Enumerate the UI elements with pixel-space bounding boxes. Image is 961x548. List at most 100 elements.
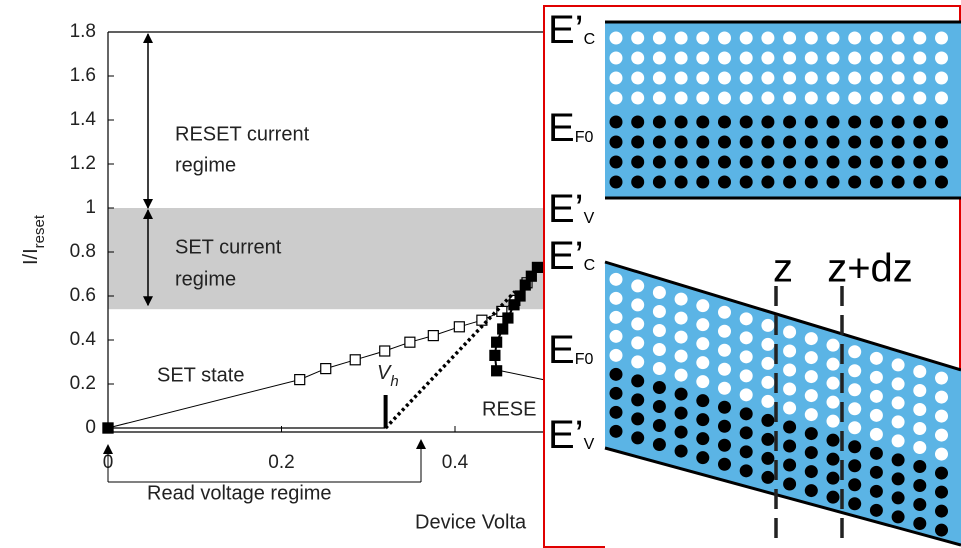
data-point xyxy=(380,346,390,356)
electron-empty xyxy=(892,434,905,447)
electron-filled xyxy=(848,478,861,491)
electron-empty xyxy=(718,363,731,376)
annotation: SET current xyxy=(175,236,282,258)
electron-filled xyxy=(848,459,861,472)
electron-filled xyxy=(827,156,840,169)
electron-filled xyxy=(718,116,731,129)
electron-empty xyxy=(827,92,840,105)
electron-empty xyxy=(805,370,818,383)
electron-empty xyxy=(870,428,883,441)
electron-empty xyxy=(783,364,796,377)
electron-empty xyxy=(827,415,840,428)
electron-empty xyxy=(827,396,840,409)
electron-empty xyxy=(718,344,731,357)
electron-filled xyxy=(696,156,709,169)
electron-empty xyxy=(653,343,666,356)
electron-empty xyxy=(761,357,774,370)
x-tick-label: 0.4 xyxy=(442,452,469,473)
electron-empty xyxy=(696,337,709,350)
electron-empty xyxy=(653,32,666,45)
electron-empty xyxy=(718,52,731,65)
electron-filled xyxy=(935,505,948,518)
electron-empty xyxy=(913,384,926,397)
data-point xyxy=(103,423,113,433)
electron-filled xyxy=(653,116,666,129)
electron-filled xyxy=(913,176,926,189)
data-point xyxy=(454,322,464,332)
electron-filled xyxy=(783,459,796,472)
electron-filled xyxy=(631,136,644,149)
electron-empty xyxy=(653,72,666,85)
electron-empty xyxy=(935,372,948,385)
level-label-main: E’ xyxy=(548,234,584,278)
electron-filled xyxy=(935,524,948,537)
x-axis-label: Device Volta xyxy=(415,511,527,533)
electron-filled xyxy=(913,498,926,511)
electron-filled xyxy=(631,176,644,189)
electron-empty xyxy=(805,52,818,65)
level-label-main: E’ xyxy=(548,8,584,52)
electron-empty xyxy=(610,273,623,286)
electron-filled xyxy=(610,136,623,149)
electron-filled xyxy=(653,419,666,432)
level-label-sub: F0 xyxy=(575,129,594,146)
electron-filled xyxy=(892,472,905,485)
electron-filled xyxy=(740,116,753,129)
electron-filled xyxy=(913,116,926,129)
electron-empty xyxy=(675,369,688,382)
electron-empty xyxy=(761,92,774,105)
level-label-main: E’ xyxy=(548,413,584,457)
electron-empty xyxy=(740,369,753,382)
electron-filled xyxy=(935,116,948,129)
y-tick-label: 0.8 xyxy=(70,241,96,262)
electron-filled xyxy=(675,445,688,458)
level-label-sub: F0 xyxy=(575,351,594,368)
electron-empty xyxy=(870,32,883,45)
electron-empty xyxy=(761,319,774,332)
electron-filled xyxy=(675,156,688,169)
electron-empty xyxy=(870,52,883,65)
band-diagram: zz+dzE’CEF0E’VE’CEF0E’V xyxy=(544,6,961,548)
electron-empty xyxy=(892,358,905,371)
data-point xyxy=(503,313,513,323)
electron-filled xyxy=(610,176,623,189)
electron-filled xyxy=(935,467,948,480)
annotation: regime xyxy=(175,154,236,176)
top-band xyxy=(605,22,961,198)
electron-filled xyxy=(892,491,905,504)
electron-filled xyxy=(696,413,709,426)
electron-empty xyxy=(740,52,753,65)
electron-filled xyxy=(870,176,883,189)
electron-filled xyxy=(675,116,688,129)
electron-empty xyxy=(675,32,688,45)
electron-empty xyxy=(653,286,666,299)
electron-empty xyxy=(761,338,774,351)
electron-empty xyxy=(870,352,883,365)
electron-filled xyxy=(805,116,818,129)
electron-filled xyxy=(870,136,883,149)
electron-filled xyxy=(805,136,818,149)
electron-filled xyxy=(610,116,623,129)
electron-filled xyxy=(718,136,731,149)
electron-filled xyxy=(848,156,861,169)
electron-empty xyxy=(805,351,818,364)
electron-empty xyxy=(848,32,861,45)
electron-empty xyxy=(935,429,948,442)
electron-empty xyxy=(610,330,623,343)
electron-empty xyxy=(761,72,774,85)
y-tick-label: 1.4 xyxy=(70,109,97,130)
y-tick-label: 0.4 xyxy=(70,329,97,350)
electron-filled xyxy=(892,176,905,189)
electron-empty xyxy=(740,312,753,325)
electron-empty xyxy=(870,390,883,403)
y-tick-label: 1 xyxy=(85,197,96,218)
electron-empty xyxy=(631,298,644,311)
electron-empty xyxy=(696,52,709,65)
electron-empty xyxy=(675,350,688,363)
level-label-main: E xyxy=(548,106,575,150)
level-label-main: E’ xyxy=(548,187,584,231)
electron-empty xyxy=(610,72,623,85)
electron-empty xyxy=(696,32,709,45)
electron-filled xyxy=(805,176,818,189)
electron-filled xyxy=(653,438,666,451)
